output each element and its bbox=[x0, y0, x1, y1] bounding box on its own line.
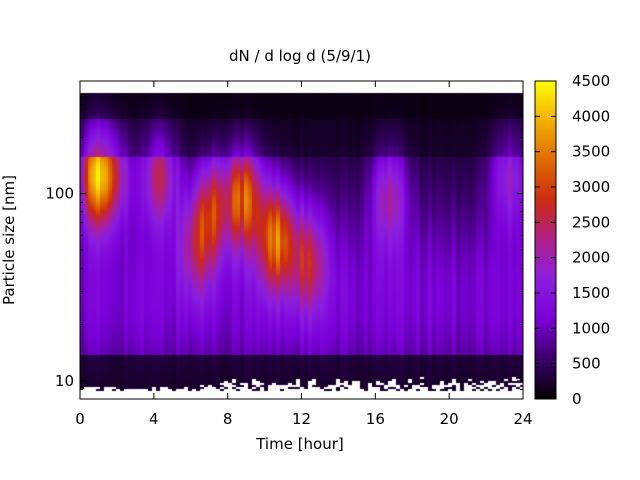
colorbar-tick-label: 4000 bbox=[572, 107, 610, 125]
x-tick-label: 24 bbox=[513, 410, 532, 428]
colorbar-scale bbox=[534, 80, 557, 400]
x-tick-label: 0 bbox=[75, 410, 85, 428]
colorbar-tick-label: 2500 bbox=[572, 213, 610, 231]
x-tick-label: 12 bbox=[292, 410, 311, 428]
x-tick-label: 20 bbox=[440, 410, 459, 428]
chart-title: dN / d log d (5/9/1) bbox=[229, 47, 371, 65]
y-axis-title: Particle size [nm] bbox=[0, 175, 18, 305]
x-tick-label: 8 bbox=[223, 410, 233, 428]
x-tick-label: 16 bbox=[366, 410, 385, 428]
colorbar: 0 500 1000 1500 2000 2500 3000 3500 4000 4500 bbox=[534, 72, 610, 408]
plot-axes: 0 4 8 12 16 20 24 10 100 bbox=[45, 80, 533, 428]
colorbar-tick-label: 1500 bbox=[572, 284, 610, 302]
colorbar-tick-label: 3500 bbox=[572, 143, 610, 161]
heatmap-area bbox=[80, 81, 523, 399]
x-axis-title: Time [hour] bbox=[255, 435, 344, 453]
colorbar-tick-label: 3000 bbox=[572, 178, 610, 196]
y-tick-label: 100 bbox=[45, 185, 74, 203]
colorbar-tick-label: 4500 bbox=[572, 72, 610, 90]
y-tick-label: 10 bbox=[55, 372, 74, 390]
colorbar-tick-label: 0 bbox=[572, 390, 582, 408]
colorbar-tick-label: 1000 bbox=[572, 319, 610, 337]
x-tick-label: 4 bbox=[149, 410, 159, 428]
heatmap-image bbox=[80, 81, 523, 399]
colorbar-tick-label: 500 bbox=[572, 355, 601, 373]
colorbar-tick-label: 2000 bbox=[572, 249, 610, 267]
